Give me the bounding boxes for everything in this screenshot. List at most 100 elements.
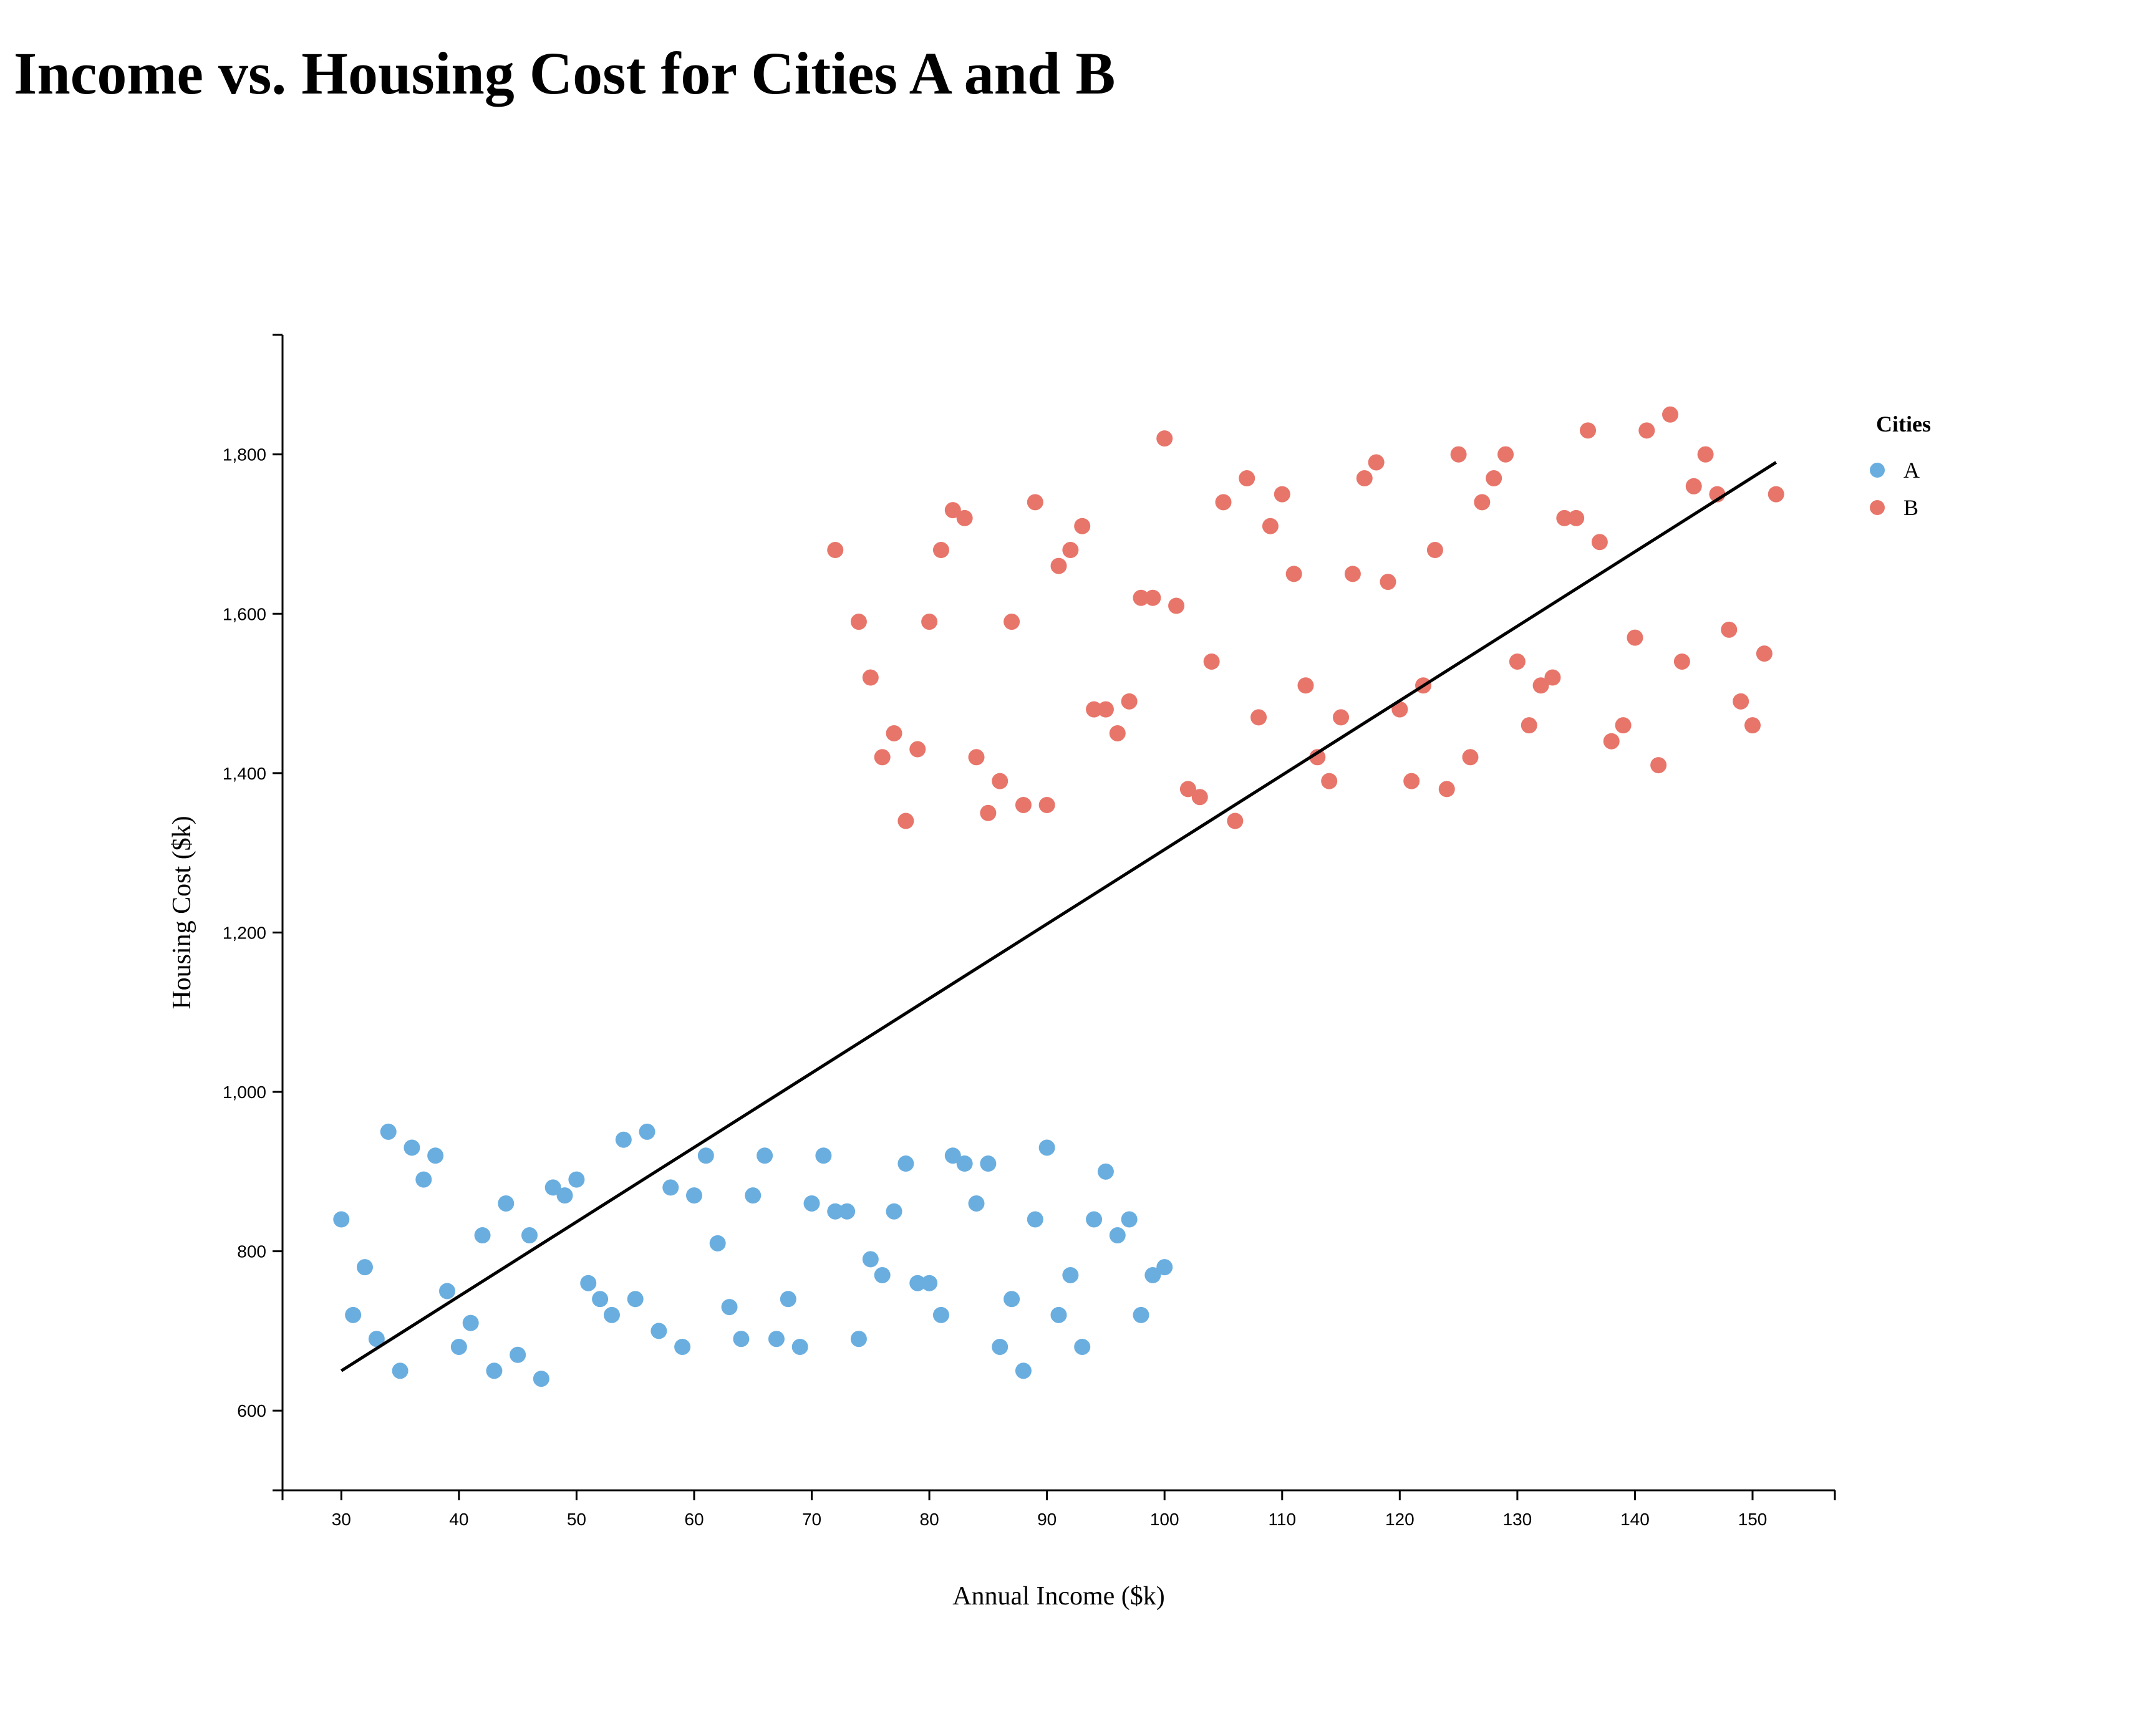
point-b-2 xyxy=(862,669,879,686)
point-a-16 xyxy=(521,1227,538,1244)
point-b-16 xyxy=(1027,494,1043,511)
point-a-18 xyxy=(544,1179,561,1196)
point-b-70 xyxy=(1662,406,1679,423)
point-b-41 xyxy=(1321,773,1338,789)
point-a-23 xyxy=(603,1306,620,1323)
trend-line xyxy=(340,461,1778,1372)
point-a-59 xyxy=(1027,1211,1043,1228)
point-b-75 xyxy=(1721,621,1738,638)
point-b-78 xyxy=(1756,645,1773,662)
point-b-3 xyxy=(874,749,891,766)
point-a-44 xyxy=(850,1331,867,1348)
point-a-10 xyxy=(450,1338,467,1355)
point-a-7 xyxy=(415,1171,432,1188)
point-b-72 xyxy=(1685,478,1702,494)
point-a-64 xyxy=(1086,1211,1103,1228)
point-b-22 xyxy=(1097,701,1114,718)
x-tick-label: 150 xyxy=(1738,1510,1768,1529)
point-a-66 xyxy=(1109,1227,1126,1244)
point-b-51 xyxy=(1438,781,1455,798)
point-a-51 xyxy=(932,1306,949,1323)
point-b-52 xyxy=(1450,446,1467,463)
point-b-1 xyxy=(850,614,867,630)
point-a-8 xyxy=(427,1147,444,1164)
point-a-52 xyxy=(944,1147,961,1164)
point-b-77 xyxy=(1744,717,1761,734)
legend: Cities A B xyxy=(1870,412,1931,520)
point-b-25 xyxy=(1133,589,1149,606)
point-a-25 xyxy=(627,1291,644,1308)
point-a-1 xyxy=(345,1306,362,1323)
point-a-33 xyxy=(721,1299,738,1316)
point-b-23 xyxy=(1109,725,1126,741)
x-tick-label: 80 xyxy=(920,1510,939,1529)
point-b-37 xyxy=(1274,486,1290,503)
point-b-47 xyxy=(1391,701,1408,718)
point-b-27 xyxy=(1156,430,1173,447)
point-b-6 xyxy=(909,741,926,758)
point-b-56 xyxy=(1497,446,1514,463)
point-a-20 xyxy=(568,1171,585,1188)
point-a-68 xyxy=(1133,1306,1149,1323)
point-b-24 xyxy=(1121,693,1138,710)
point-a-6 xyxy=(404,1139,420,1156)
point-b-62 xyxy=(1568,509,1585,526)
point-a-48 xyxy=(897,1155,914,1172)
point-a-26 xyxy=(639,1123,655,1140)
point-b-33 xyxy=(1227,813,1244,829)
point-b-20 xyxy=(1074,518,1091,534)
point-b-73 xyxy=(1697,446,1714,463)
point-a-4 xyxy=(380,1123,397,1140)
x-tick-label: 120 xyxy=(1385,1510,1415,1529)
point-b-11 xyxy=(968,749,985,766)
point-a-39 xyxy=(791,1338,808,1355)
y-axis-title: Housing Cost ($k) xyxy=(168,816,196,1009)
point-a-40 xyxy=(803,1195,820,1212)
point-a-34 xyxy=(733,1331,750,1348)
point-b-12 xyxy=(980,804,997,821)
point-b-30 xyxy=(1191,789,1208,806)
point-b-35 xyxy=(1250,709,1267,726)
point-a-61 xyxy=(1050,1306,1067,1323)
point-a-49 xyxy=(909,1275,926,1291)
legend-swatch-b xyxy=(1870,500,1885,515)
point-a-54 xyxy=(968,1195,985,1212)
point-b-55 xyxy=(1486,470,1502,487)
legend-title: Cities xyxy=(1876,412,1931,436)
point-b-66 xyxy=(1615,717,1632,734)
x-tick-label: 90 xyxy=(1037,1510,1057,1529)
point-b-0 xyxy=(827,542,844,559)
point-a-19 xyxy=(556,1187,573,1204)
point-b-60 xyxy=(1544,669,1561,686)
point-b-40 xyxy=(1309,749,1326,766)
point-b-26 xyxy=(1144,589,1161,606)
point-a-37 xyxy=(768,1331,785,1348)
point-b-14 xyxy=(1004,614,1020,630)
point-a-47 xyxy=(886,1203,902,1220)
point-b-65 xyxy=(1603,733,1620,750)
x-tick-label: 40 xyxy=(449,1510,468,1529)
point-b-36 xyxy=(1262,518,1279,534)
point-a-50 xyxy=(921,1275,938,1291)
point-b-67 xyxy=(1627,629,1643,646)
point-a-15 xyxy=(510,1346,526,1363)
x-tick-label: 130 xyxy=(1503,1510,1532,1529)
point-a-0 xyxy=(333,1211,350,1228)
point-b-53 xyxy=(1462,749,1479,766)
point-a-69 xyxy=(1144,1266,1161,1283)
chart-title: Income vs. Housing Cost for Cities A and… xyxy=(14,40,1116,107)
point-a-11 xyxy=(462,1314,479,1331)
point-b-34 xyxy=(1239,470,1255,487)
point-a-17 xyxy=(533,1371,549,1387)
x-tick-label: 100 xyxy=(1150,1510,1179,1529)
points-layer xyxy=(333,406,1784,1387)
point-b-46 xyxy=(1380,574,1396,591)
point-b-17 xyxy=(1038,796,1055,813)
point-a-41 xyxy=(815,1147,832,1164)
x-tick-label: 110 xyxy=(1268,1510,1296,1529)
point-a-14 xyxy=(498,1195,515,1212)
point-b-76 xyxy=(1733,693,1749,710)
point-a-2 xyxy=(356,1259,373,1276)
point-b-5 xyxy=(897,813,914,829)
legend-label-b: B xyxy=(1903,495,1918,520)
